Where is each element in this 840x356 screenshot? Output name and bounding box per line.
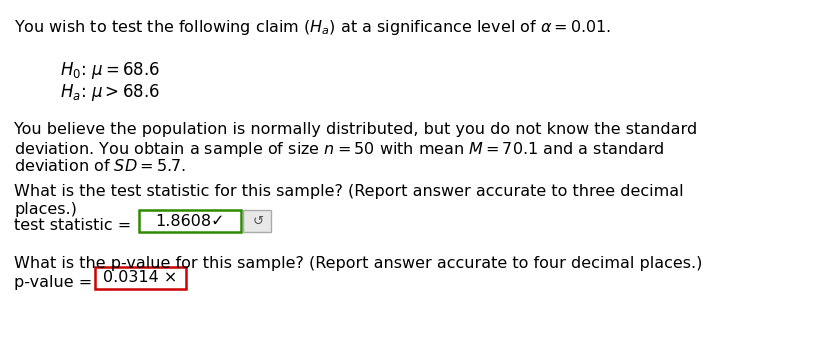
Text: You wish to test the following claim ($H_a$) at a significance level of $\alpha : You wish to test the following claim ($H… [14, 18, 612, 37]
Text: p-value =: p-value = [14, 275, 97, 290]
Text: $H_a$: $\mu > 68.6$: $H_a$: $\mu > 68.6$ [60, 82, 160, 103]
Text: places.): places.) [14, 202, 77, 217]
Text: $\circlearrowleft$: $\circlearrowleft$ [249, 215, 265, 227]
Text: deviation of $SD = 5.7$.: deviation of $SD = 5.7$. [14, 158, 186, 174]
FancyBboxPatch shape [139, 210, 241, 232]
Text: You believe the population is normally distributed, but you do not know the stan: You believe the population is normally d… [14, 122, 697, 137]
FancyBboxPatch shape [243, 210, 271, 232]
Text: $H_0$: $\mu = 68.6$: $H_0$: $\mu = 68.6$ [60, 60, 160, 81]
FancyBboxPatch shape [95, 267, 186, 289]
Text: 0.0314 ×: 0.0314 × [103, 271, 177, 286]
Text: deviation. You obtain a sample of size $n = 50$ with mean $M = 70.1$ and a stand: deviation. You obtain a sample of size $… [14, 140, 664, 159]
Text: What is the test statistic for this sample? (Report answer accurate to three dec: What is the test statistic for this samp… [14, 184, 684, 199]
Text: 1.8608✓: 1.8608✓ [155, 214, 225, 229]
Text: What is the p-value for this sample? (Report answer accurate to four decimal pla: What is the p-value for this sample? (Re… [14, 256, 702, 271]
Text: test statistic =: test statistic = [14, 218, 136, 233]
